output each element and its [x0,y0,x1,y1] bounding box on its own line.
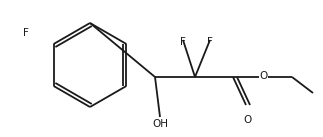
Text: F: F [23,28,29,38]
Text: OH: OH [152,119,168,129]
Text: O: O [244,115,252,125]
Text: F: F [207,37,213,47]
Text: F: F [180,37,186,47]
Text: O: O [259,71,267,81]
